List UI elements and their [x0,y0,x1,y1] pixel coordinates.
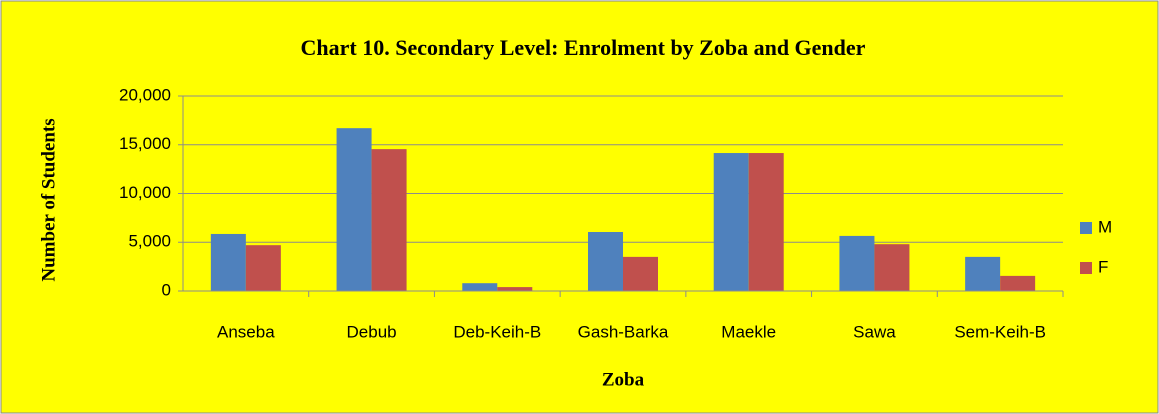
bar [462,283,498,291]
bar [965,256,1001,291]
x-tick-label: Sem-Keih-B [954,322,1046,341]
y-tick-label: 10,000 [119,183,171,202]
chart-title: Chart 10. Secondary Level: Enrolment by … [301,35,866,60]
x-tick-label: Deb-Keih-B [453,322,541,341]
bar [713,153,749,291]
bar [371,149,407,291]
bar [623,256,658,291]
x-tick-label: Sawa [853,322,896,341]
legend-label: F [1098,257,1108,276]
bar [748,153,784,291]
x-tick-label: Debub [347,322,397,341]
y-tick-label: 15,000 [119,134,171,153]
bar [588,232,623,291]
x-tick-label: Anseba [217,322,275,341]
x-tick-label: Maekle [721,322,776,341]
bar [1000,275,1036,291]
bar [497,287,533,291]
y-tick-label: 0 [162,280,171,299]
legend-label: M [1098,217,1112,236]
bar [874,244,910,291]
x-axis-label: Zoba [602,369,645,390]
y-axis-label: Number of Students [38,118,59,281]
bar [336,128,372,291]
legend-swatch [1080,262,1092,274]
bar [210,233,246,291]
y-tick-label: 5,000 [128,232,171,251]
bar [245,245,281,291]
bar [839,235,875,291]
x-tick-label: Gash-Barka [578,322,669,341]
legend-swatch [1080,222,1092,234]
y-tick-label: 20,000 [119,85,171,104]
